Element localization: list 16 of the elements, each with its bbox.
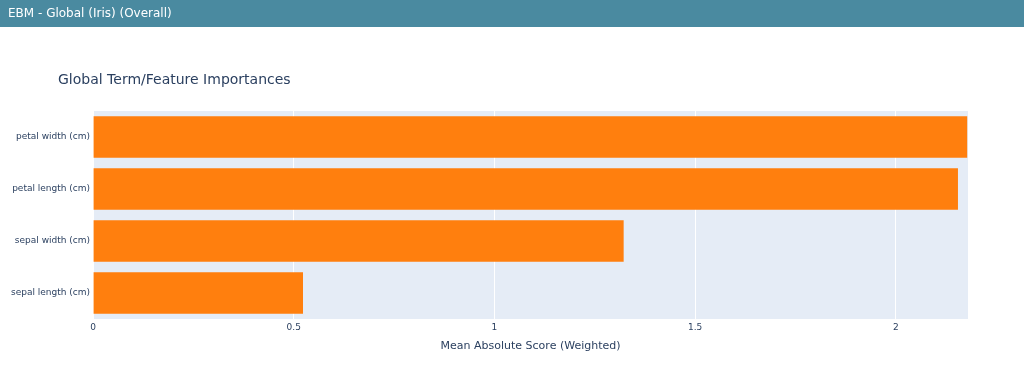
bar [93, 272, 303, 314]
bar [93, 116, 968, 158]
chart-title: Global Term/Feature Importances [58, 70, 291, 87]
x-tick-label: 0 [90, 321, 97, 332]
text: EBM - Global (Iris) (Overall) [0, 0, 1024, 27]
x-axis-title: Mean Absolute Score (Weighted) [440, 339, 621, 353]
y-tick-label: petal length (cm) [12, 183, 91, 194]
y-tick-label: sepal width (cm) [14, 235, 91, 246]
bar [93, 220, 624, 262]
x-tick-label: 1.5 [687, 321, 703, 332]
bar [93, 168, 958, 210]
y-tick-label: sepal length (cm) [10, 287, 91, 298]
x-tick-label: 1 [491, 321, 498, 332]
y-tick-label: petal width (cm) [16, 131, 91, 142]
x-tick-label: 2 [892, 321, 899, 332]
x-tick-label: 0.5 [286, 321, 301, 332]
